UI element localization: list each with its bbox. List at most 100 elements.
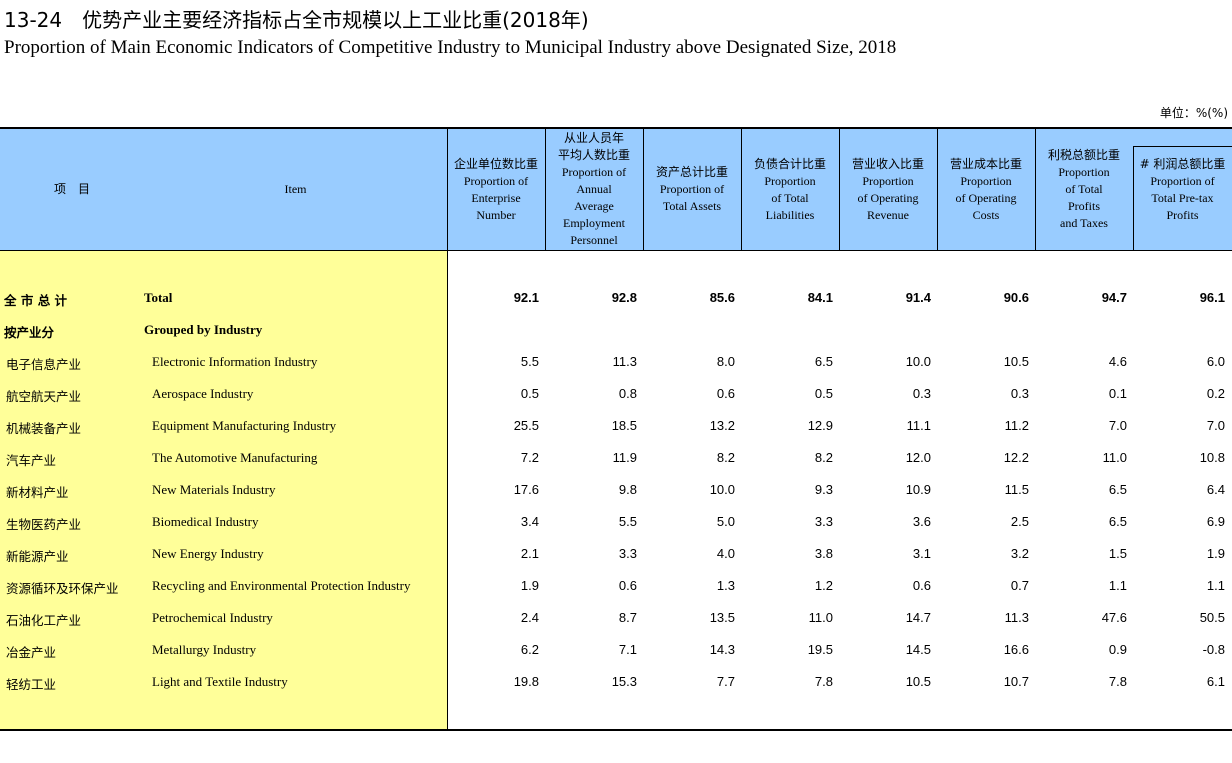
table-cell: 5.0 xyxy=(716,514,735,529)
row-label-en: New Materials Industry xyxy=(152,482,276,497)
table-cell: 2.4 xyxy=(520,610,539,625)
row-label-cn: 冶金产业 xyxy=(6,645,57,660)
table-cell: 1.2 xyxy=(814,578,833,593)
table-row: 机械装备产业 Equipment Manufacturing Industry 25… xyxy=(0,410,1232,442)
table-cell: 0.6 xyxy=(618,578,637,593)
header-divider xyxy=(1035,129,1036,250)
header-col-en: Proportion of Total Pre-tax Profits xyxy=(1150,173,1215,222)
table-cell: 9.3 xyxy=(814,482,833,497)
table-cell: 10.7 xyxy=(1003,674,1029,689)
table-top-rule xyxy=(0,127,1232,129)
table-cell: 1.1 xyxy=(1108,578,1127,593)
table-row: 全 市 总 计 Total 92.1 92.8 85.6 84.1 91.4 90.6 94.7… xyxy=(0,282,1232,314)
table-cell: 19.5 xyxy=(807,642,833,657)
table-cell: 7.0 xyxy=(1108,418,1127,433)
header-col-cn: 企业单位数比重 xyxy=(453,156,538,171)
header-col-cn: 营业成本比重 xyxy=(949,156,1022,171)
table-cell: 1.1 xyxy=(1206,578,1225,593)
table-cell: 0.6 xyxy=(716,386,735,401)
table-cell: 47.6 xyxy=(1101,610,1127,625)
header-col-en: Proportion of Total Assets xyxy=(659,182,725,213)
table-row: 汽车产业 The Automotive Manufacturing 7.2 11.9 8… xyxy=(0,442,1232,474)
row-label-cn: 按产业分 xyxy=(4,325,55,340)
table-cell: 3.1 xyxy=(912,546,931,561)
row-label-en: The Automotive Manufacturing xyxy=(152,450,318,465)
header-divider xyxy=(839,129,840,250)
row-label-cn: 新能源产业 xyxy=(6,549,69,564)
table-cell: 1.3 xyxy=(716,578,735,593)
table-cell: 91.4 xyxy=(905,290,931,305)
header-col-5: 营业收入比重 Proportion of Operating Revenue xyxy=(839,129,937,250)
table-cell: 11.5 xyxy=(1004,482,1029,497)
row-stub-background xyxy=(0,251,447,729)
table-cell: 92.1 xyxy=(513,290,539,305)
table-cell: 8.2 xyxy=(716,450,735,465)
table-cell: 11.2 xyxy=(1004,418,1029,433)
table-cell: 2.5 xyxy=(1010,514,1029,529)
table-cell: 4.6 xyxy=(1108,354,1127,369)
table-cell: 0.3 xyxy=(912,386,931,401)
table-cell: 2.1 xyxy=(520,546,539,561)
header-col-1: 企业单位数比重 Proportion of Enterprise Number xyxy=(447,129,545,250)
table-cell: 15.3 xyxy=(611,674,637,689)
header-col-2: 从业人员年 平均人数比重 Proportion of Annual Average… xyxy=(545,129,643,250)
row-label-cn: 电子信息产业 xyxy=(6,357,82,372)
table-cell: 0.5 xyxy=(814,386,833,401)
table-cell: 11.0 xyxy=(1102,450,1127,465)
table-cell: 0.2 xyxy=(1206,386,1225,401)
table-cell: 8.0 xyxy=(716,354,735,369)
table-cell: 6.0 xyxy=(1206,354,1225,369)
table-cell: 17.6 xyxy=(513,482,539,497)
table-cell: 0.3 xyxy=(1010,386,1029,401)
row-label-cn: 全 市 总 计 xyxy=(4,293,68,308)
row-label-cn: 资源循环及环保产业 xyxy=(6,581,119,596)
row-label-en: Equipment Manufacturing Industry xyxy=(152,418,337,433)
table-cell: 7.8 xyxy=(1108,674,1127,689)
table-cell: 12.0 xyxy=(905,450,931,465)
table-cell: 11.9 xyxy=(612,450,637,465)
table-cell: 6.9 xyxy=(1206,514,1225,529)
table-row: 石油化工产业 Petrochemical Industry 2.4 8.7 13.5 11… xyxy=(0,602,1232,634)
header-divider xyxy=(643,129,644,250)
row-label-cn: 汽车产业 xyxy=(6,453,57,468)
table-cell: 3.4 xyxy=(520,514,539,529)
table-cell: 6.1 xyxy=(1206,674,1225,689)
table-cell: 10.8 xyxy=(1199,450,1225,465)
row-label-en: New Energy Industry xyxy=(152,546,264,561)
table-cell: 16.6 xyxy=(1003,642,1029,657)
table-cell: 18.5 xyxy=(611,418,637,433)
header-col-en: Proportion of Total Profits and Taxes xyxy=(1058,165,1110,230)
table-cell: 10.5 xyxy=(1003,354,1029,369)
table-cell: 11.1 xyxy=(906,418,931,433)
table-cell: 0.8 xyxy=(618,386,637,401)
header-col-3: 资产总计比重 Proportion of Total Assets xyxy=(643,129,741,250)
table-cell: 0.1 xyxy=(1108,386,1127,401)
table-cell: 5.5 xyxy=(618,514,637,529)
table-cell: 25.5 xyxy=(513,418,539,433)
table-cell: 3.3 xyxy=(814,514,833,529)
table-cell: 5.5 xyxy=(520,354,539,369)
header-col-en: Proportion of Operating Revenue xyxy=(857,173,919,222)
table-cell: 12.2 xyxy=(1003,450,1029,465)
table-cell: 1.9 xyxy=(1206,546,1225,561)
table-cell: 19.8 xyxy=(513,674,539,689)
header-col-cn: # 利润总额比重 xyxy=(1139,156,1226,171)
page-title-en: Proportion of Main Economic Indicators o… xyxy=(4,37,897,58)
table-cell: 6.5 xyxy=(1108,482,1127,497)
table-cell: 8.7 xyxy=(618,610,637,625)
table-row: 冶金产业 Metallurgy Industry 6.2 7.1 14.3 19.5 14.… xyxy=(0,634,1232,666)
header-col-7: 利税总额比重 Proportion of Total Profits and Ta… xyxy=(1035,129,1133,250)
header-col-cn: 资产总计比重 xyxy=(655,165,728,179)
table-cell: 1.5 xyxy=(1108,546,1127,561)
table-cell: 11.3 xyxy=(1004,610,1029,625)
row-label-cn: 新材料产业 xyxy=(6,485,69,500)
table-cell: 7.1 xyxy=(618,642,637,657)
header-col-cn: 从业人员年 平均人数比重 xyxy=(557,131,630,162)
header-divider xyxy=(447,129,448,250)
page-title-cn: 13-24 优势产业主要经济指标占全市规模以上工业比重(2018年) xyxy=(4,8,589,32)
table-bottom-rule xyxy=(0,729,1232,731)
header-item-en: Item xyxy=(284,182,307,196)
header-col-cn: 利税总额比重 xyxy=(1047,148,1120,162)
row-label-cn: 生物医药产业 xyxy=(6,517,82,532)
table-cell: 6.5 xyxy=(814,354,833,369)
